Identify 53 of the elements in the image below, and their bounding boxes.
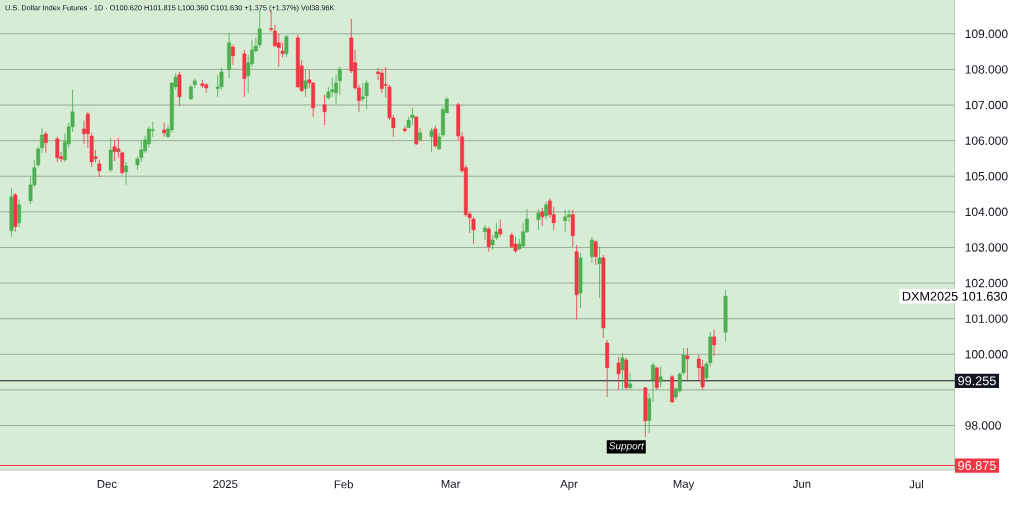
candlestick [147,126,151,149]
y-tick-label: 109.000 [965,29,1008,39]
candlestick [231,44,235,66]
y-tick-label: 106.000 [965,136,1008,145]
candlestick [43,131,48,154]
candlestick [616,356,621,391]
candlestick [364,79,369,110]
y-tick-label: 108.000 [965,65,1008,74]
candlestick [628,372,632,391]
candlestick [685,347,690,381]
candlestick [429,127,434,153]
y-tick-label: 102.000 [965,278,1008,288]
candlestick [379,69,384,94]
ref-line-label: 99.255 [958,376,996,386]
annotation: Support [609,442,645,452]
candlestick [712,329,717,357]
candlestick [570,209,575,248]
y-tick-label: 103.000 [965,243,1008,252]
candlestick [658,366,663,388]
y-tick-label: 101.000 [965,314,1008,323]
candlestick [17,199,22,228]
candlestick [330,77,335,98]
y-tick-label: 98.000 [965,421,1001,430]
candlestick [483,224,487,241]
candlestick [257,9,262,49]
x-tick-label: Mar [441,480,461,488]
annotation: DXM2025 101.630 [902,291,1007,301]
x-tick-label: Dec [97,480,117,488]
candlestick [112,139,117,162]
x-tick-label: Jun [792,480,811,488]
candlestick [108,137,113,173]
candlestick [563,209,568,233]
candlestick [284,34,289,58]
x-tick-label: May [673,480,695,491]
candlestick [471,216,476,245]
x-tick-label: 2025 [213,480,238,489]
candlestick [597,246,602,299]
candlestick [303,69,308,98]
x-tick-label: Jul [909,480,923,489]
candlestick [322,94,327,126]
candlestick [276,33,281,68]
y-tick-label: 105.000 [965,171,1008,181]
candlestick [593,239,598,266]
y-tick-label: 100.000 [965,350,1008,359]
candlestick [124,161,128,186]
candlestick [55,136,60,163]
y-tick-label: 104.000 [965,207,1008,217]
x-tick-label: Feb [334,480,353,489]
y-tick-label: 107.000 [965,100,1008,110]
candlestick [418,127,422,143]
candlestick [700,359,705,391]
ref-line-label: 96.875 [958,461,996,471]
x-tick-label: Apr [560,480,578,491]
